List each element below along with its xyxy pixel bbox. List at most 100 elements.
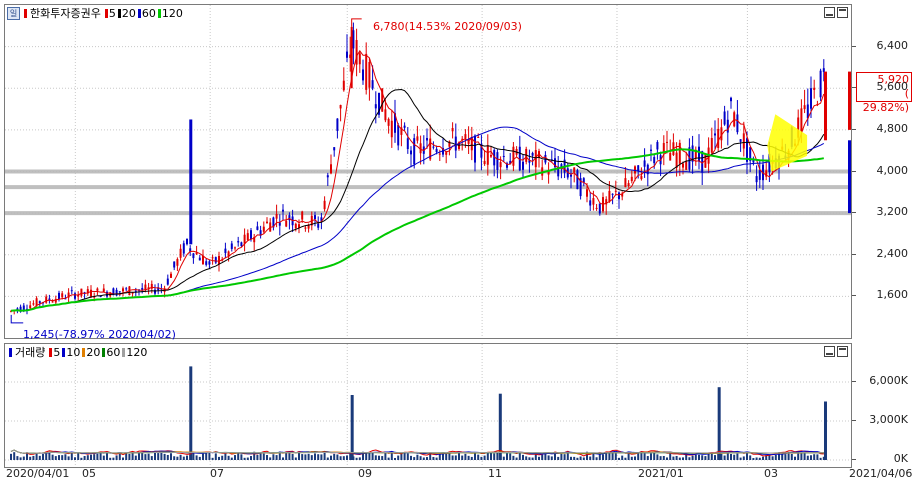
- candle-body: [429, 138, 432, 160]
- volume-bar: [790, 453, 793, 460]
- minimize-icon[interactable]: [824, 346, 835, 357]
- candle-body: [698, 146, 700, 162]
- price-tick-label: 5,600: [876, 80, 909, 94]
- price-plot[interactable]: [5, 5, 851, 338]
- volume-bar: [157, 453, 160, 460]
- price-chart-panel[interactable]: 일 한화투자증권우 5 20 60 120: [4, 4, 852, 339]
- candle-body: [634, 166, 636, 174]
- candle-body: [717, 128, 720, 148]
- volume-bar: [566, 452, 569, 460]
- candle-body: [624, 178, 627, 188]
- ma-5-label: 5: [53, 345, 61, 359]
- candle-body: [186, 238, 188, 245]
- volume-bar: [432, 456, 435, 460]
- volume-bar: [285, 452, 288, 460]
- volume-chart-panel[interactable]: 거래량 5 10 20 60 120: [4, 343, 852, 468]
- volume-bar: [589, 456, 592, 460]
- volume-bar: [486, 452, 489, 460]
- candle-body: [198, 257, 201, 261]
- volume-bar: [576, 457, 579, 460]
- candle-body: [134, 290, 137, 292]
- volume-bar: [768, 455, 771, 460]
- candle-body: [758, 170, 761, 180]
- candle-body: [448, 141, 451, 147]
- candle-body: [339, 104, 342, 109]
- volume-bar: [746, 451, 748, 460]
- volume-bar: [637, 452, 640, 460]
- candle-body: [512, 146, 515, 166]
- x-axis-labels: 2020/04/01 05 07 09 11 2021/01 03 2021/04/06: [4, 467, 914, 481]
- volume-bar: [278, 451, 281, 460]
- candle-body: [330, 164, 332, 174]
- volume-bar: [630, 456, 633, 460]
- candle-body: [259, 230, 262, 236]
- volume-bar: [253, 451, 256, 460]
- candle-body: [755, 176, 758, 183]
- volume-bar: [61, 455, 64, 460]
- volume-bar: [19, 457, 22, 460]
- volume-bar: [298, 452, 300, 460]
- volume-bar: [595, 457, 598, 460]
- low-annotation: 1,245(-78.97% 2020/04/02): [7, 328, 176, 341]
- candle-body: [294, 223, 297, 229]
- candle-body: [278, 222, 281, 226]
- period-icon[interactable]: 일: [7, 6, 20, 20]
- volume-bar: [598, 454, 601, 460]
- volume-bar: [323, 452, 326, 460]
- candle-body: [678, 142, 681, 164]
- volume-bar: [643, 453, 646, 460]
- volume-bar: [784, 454, 787, 460]
- volume-bar: [182, 456, 185, 460]
- candle-body: [179, 248, 182, 258]
- candle-body: [710, 138, 713, 153]
- volume-bar: [275, 455, 278, 460]
- ma-10-color-icon: [62, 347, 66, 357]
- volume-bar: [42, 454, 44, 460]
- candle-body: [125, 288, 128, 290]
- volume-bar: [774, 454, 777, 460]
- maximize-icon[interactable]: [837, 346, 848, 357]
- volume-bar: [96, 453, 99, 460]
- ma-120-color-icon: [157, 8, 161, 18]
- candle-body: [288, 215, 291, 221]
- volume-bar: [758, 457, 761, 460]
- candle-body: [243, 234, 246, 244]
- candle-body: [531, 153, 534, 156]
- volume-bar: [794, 456, 796, 460]
- candle-body: [662, 143, 665, 153]
- volume-bar: [518, 453, 521, 460]
- maximize-icon[interactable]: [837, 7, 848, 18]
- volume-bar: [179, 454, 182, 460]
- candle-body: [272, 217, 275, 228]
- volume-bar: [490, 452, 492, 460]
- minimize-icon[interactable]: [824, 7, 835, 18]
- candle-body: [189, 248, 192, 252]
- volume-bar: [51, 454, 54, 460]
- volume-bar: [806, 455, 809, 460]
- volume-bar: [694, 454, 697, 460]
- candle-body: [387, 118, 390, 126]
- volume-bar: [618, 457, 620, 460]
- candle-body: [349, 54, 352, 58]
- candle-body: [74, 293, 76, 299]
- candle-body: [714, 133, 716, 136]
- volume-bar: [342, 456, 345, 460]
- volume-bar: [26, 453, 28, 460]
- candle-body: [618, 192, 620, 200]
- price-tick-label: 4,800: [876, 121, 909, 135]
- candle-body: [576, 170, 579, 190]
- candle-body: [378, 92, 380, 115]
- volume-bar: [125, 452, 128, 460]
- volume-bar: [611, 451, 614, 460]
- ma-legend-items: 5 20 60 120: [103, 7, 183, 20]
- candle-body: [765, 170, 768, 177]
- volume-bar: [246, 457, 249, 460]
- volume-bar: [531, 457, 534, 460]
- volume-bar: [349, 453, 352, 460]
- volume-plot[interactable]: [5, 344, 851, 467]
- candle-body: [445, 152, 448, 155]
- volume-bar: [336, 454, 339, 460]
- x-axis-label: 11: [488, 467, 502, 480]
- candle-body: [346, 51, 348, 58]
- volume-bar: [35, 452, 38, 460]
